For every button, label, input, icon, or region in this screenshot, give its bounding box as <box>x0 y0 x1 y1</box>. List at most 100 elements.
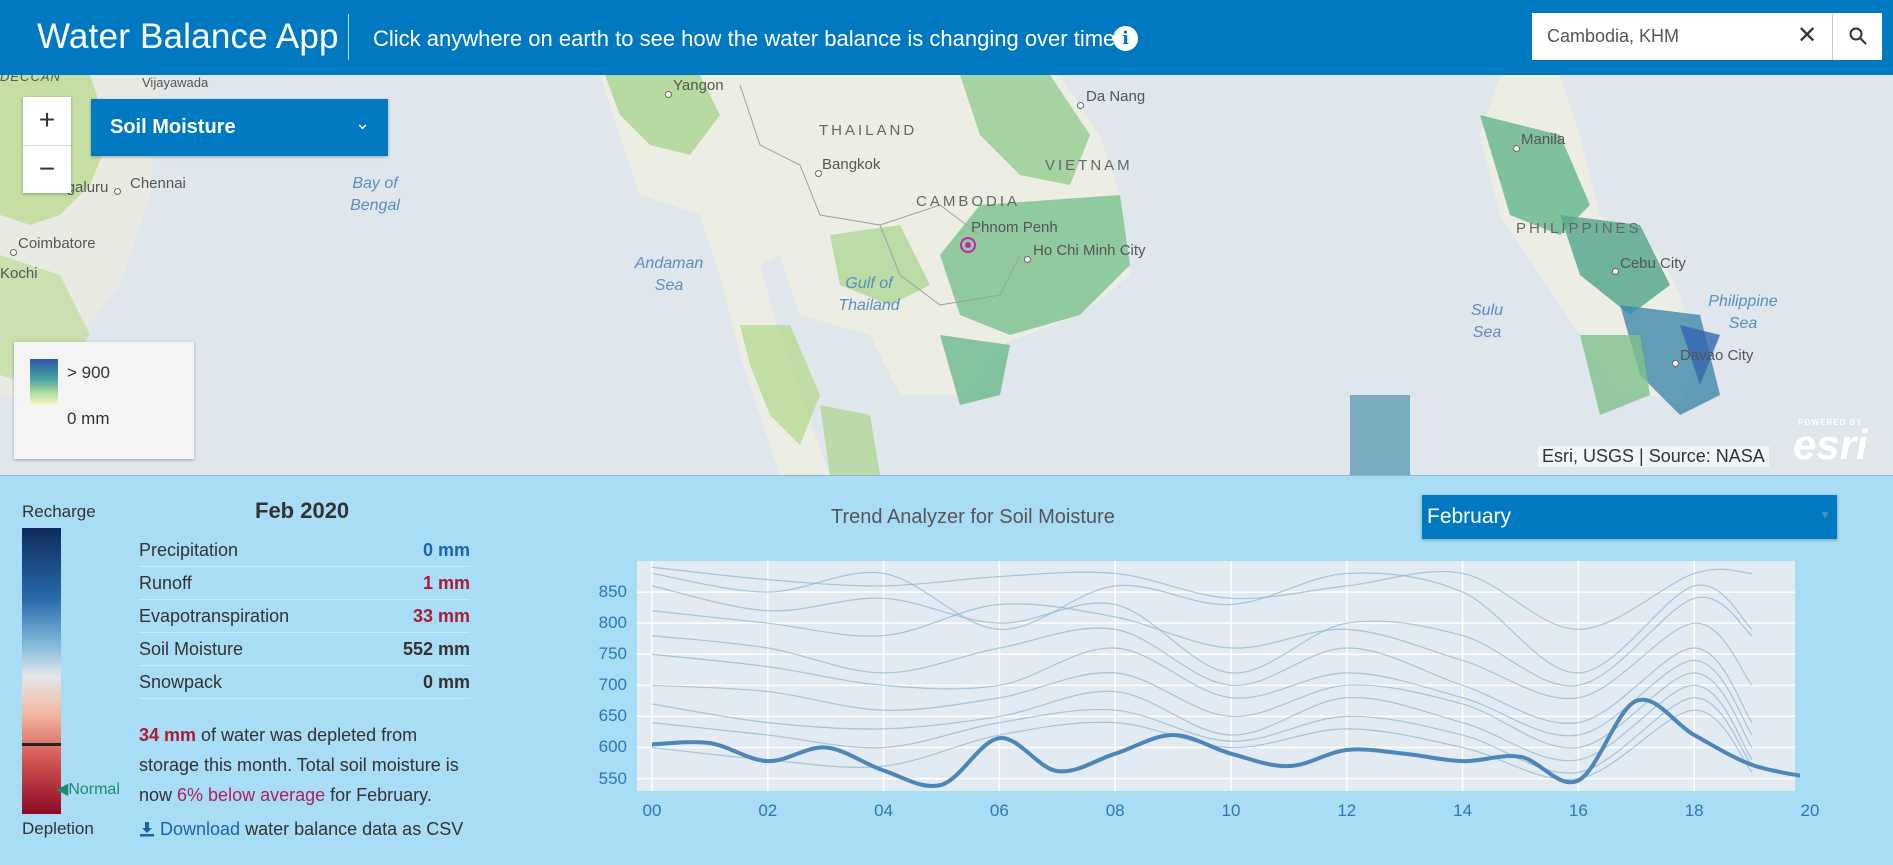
recharge-label: Recharge <box>22 502 96 521</box>
balance-scale-bar <box>22 528 61 814</box>
download-link[interactable]: Download <box>160 819 241 839</box>
x-tick-label: 10 <box>1221 801 1241 820</box>
city-marker <box>815 170 822 177</box>
depletion-label: Depletion <box>22 819 94 838</box>
chart-title: Trend Analyzer for Soil Moisture <box>831 506 1115 528</box>
x-tick-label: 18 <box>1684 801 1704 820</box>
summary-amount: 34 mm <box>139 725 197 745</box>
stat-value: 1 mm <box>422 573 470 593</box>
stat-value: 552 mm <box>402 639 470 659</box>
stat-value: 33 mm <box>412 606 470 626</box>
map-label: Philippine Sea <box>1708 293 1778 332</box>
map-label: Phnom Penh <box>971 219 1058 236</box>
map-view[interactable]: DECCAN Vijayawada Yangon THAILAND Da Nan… <box>0 75 1893 475</box>
city-marker <box>1672 360 1679 367</box>
x-tick-label: 20 <box>1800 801 1820 820</box>
download-icon[interactable] <box>139 821 155 837</box>
y-tick-label: 650 <box>598 706 627 726</box>
background-series-line <box>651 566 1753 630</box>
search-icon <box>1849 27 1867 45</box>
header-divider <box>348 14 349 60</box>
x-tick-label: 14 <box>1453 801 1473 820</box>
city-marker <box>1612 268 1619 275</box>
city-marker <box>1077 102 1084 109</box>
search-button[interactable] <box>1832 13 1882 60</box>
stat-value: 0 mm <box>422 672 470 692</box>
stat-name: Runoff <box>139 573 192 593</box>
stat-name: Precipitation <box>139 540 239 560</box>
x-tick-label: 12 <box>1337 801 1357 820</box>
map-attribution: Esri, USGS | Source: NASA <box>1538 446 1769 467</box>
background-series-line <box>651 647 1753 737</box>
month-dropdown-label: February <box>1427 505 1512 528</box>
legend-color-ramp <box>30 359 58 405</box>
summary-text: for February. <box>325 785 432 805</box>
x-tick-label: 16 <box>1568 801 1588 820</box>
normal-label: Normal <box>68 781 120 798</box>
map-label: Ho Chi Minh City <box>1033 242 1146 259</box>
legend-low-label: 0 mm <box>67 409 110 428</box>
map-label: Coimbatore <box>18 235 96 252</box>
x-tick-label: 00 <box>642 801 662 820</box>
map-label: Cebu City <box>1620 255 1686 272</box>
info-icon[interactable]: i <box>1113 26 1138 51</box>
stat-row-snowpack: Snowpack 0 mm <box>139 666 470 699</box>
month-title: Feb 2020 <box>255 498 350 523</box>
x-tick-label: 02 <box>758 801 778 820</box>
y-tick-label: 750 <box>598 644 627 664</box>
search-input[interactable] <box>1532 13 1830 60</box>
stat-name: Soil Moisture <box>139 639 244 659</box>
stat-value: 0 mm <box>422 540 470 560</box>
map-label: Gulf of Thailand <box>838 275 900 314</box>
map-label: Yangon <box>673 77 724 94</box>
download-text: water balance data as CSV <box>240 819 464 839</box>
app-header: Water Balance App Click anywhere on eart… <box>0 0 1893 75</box>
map-label: Davao City <box>1680 347 1754 364</box>
x-tick-label: 08 <box>1105 801 1125 820</box>
map-label: VIETNAM <box>1045 157 1133 174</box>
balance-marker <box>22 743 61 746</box>
background-series-line <box>651 709 1753 781</box>
zoom-in-button[interactable]: + <box>38 104 56 135</box>
background-series-line <box>651 684 1753 762</box>
water-balance-panel: Recharge ◀Normal Depletion Feb 2020 Prec… <box>0 475 1893 865</box>
zoom-out-button[interactable]: − <box>23 145 71 193</box>
background-series-line <box>651 571 1753 674</box>
chevron-down-icon: ⌄ <box>355 113 371 133</box>
y-tick-label: 800 <box>598 613 627 633</box>
map-label: THAILAND <box>819 122 918 139</box>
summary-percent: 6% below average <box>177 785 326 805</box>
caret-left-icon: ◀ <box>56 781 69 798</box>
month-dropdown[interactable]: February ▼ <box>1422 495 1837 539</box>
close-icon[interactable]: ✕ <box>1796 22 1818 49</box>
esri-logo: POWERED BY esri <box>1793 418 1868 468</box>
map-label: CAMBODIA <box>916 193 1021 210</box>
y-tick-label: 600 <box>598 737 627 757</box>
city-marker <box>114 188 121 195</box>
map-label: Manila <box>1521 131 1566 148</box>
map-label: Bay of Bengal <box>350 175 400 214</box>
dropdown-arrow-icon: ▼ <box>1819 508 1831 522</box>
layer-dropdown[interactable]: Soil Moisture ⌄ <box>91 99 388 156</box>
map-label: Chennai <box>130 175 186 192</box>
stat-name: Snowpack <box>139 672 223 692</box>
map-label: Sulu Sea <box>1470 302 1504 341</box>
city-marker <box>665 91 672 98</box>
x-tick-label: 06 <box>989 801 1009 820</box>
balance-summary: 34 mm of water was depleted from storage… <box>139 720 474 810</box>
map-label: Andaman Sea <box>634 255 704 294</box>
map-label: Da Nang <box>1086 88 1146 105</box>
background-series-line <box>651 585 1753 687</box>
background-series-line <box>651 627 1753 725</box>
location-search: ✕ <box>1532 13 1882 60</box>
map-basemap <box>0 75 1720 475</box>
background-series-line <box>651 697 1753 774</box>
trend-chart <box>637 561 1800 791</box>
app-title: Water Balance App <box>37 17 339 56</box>
map-label: Vijayawada <box>142 75 209 90</box>
y-tick-label: 850 <box>598 582 627 602</box>
layer-dropdown-label: Soil Moisture <box>110 116 236 138</box>
background-series-line <box>651 603 1753 700</box>
map-label: Bangkok <box>822 156 881 173</box>
city-marker <box>1024 256 1031 263</box>
